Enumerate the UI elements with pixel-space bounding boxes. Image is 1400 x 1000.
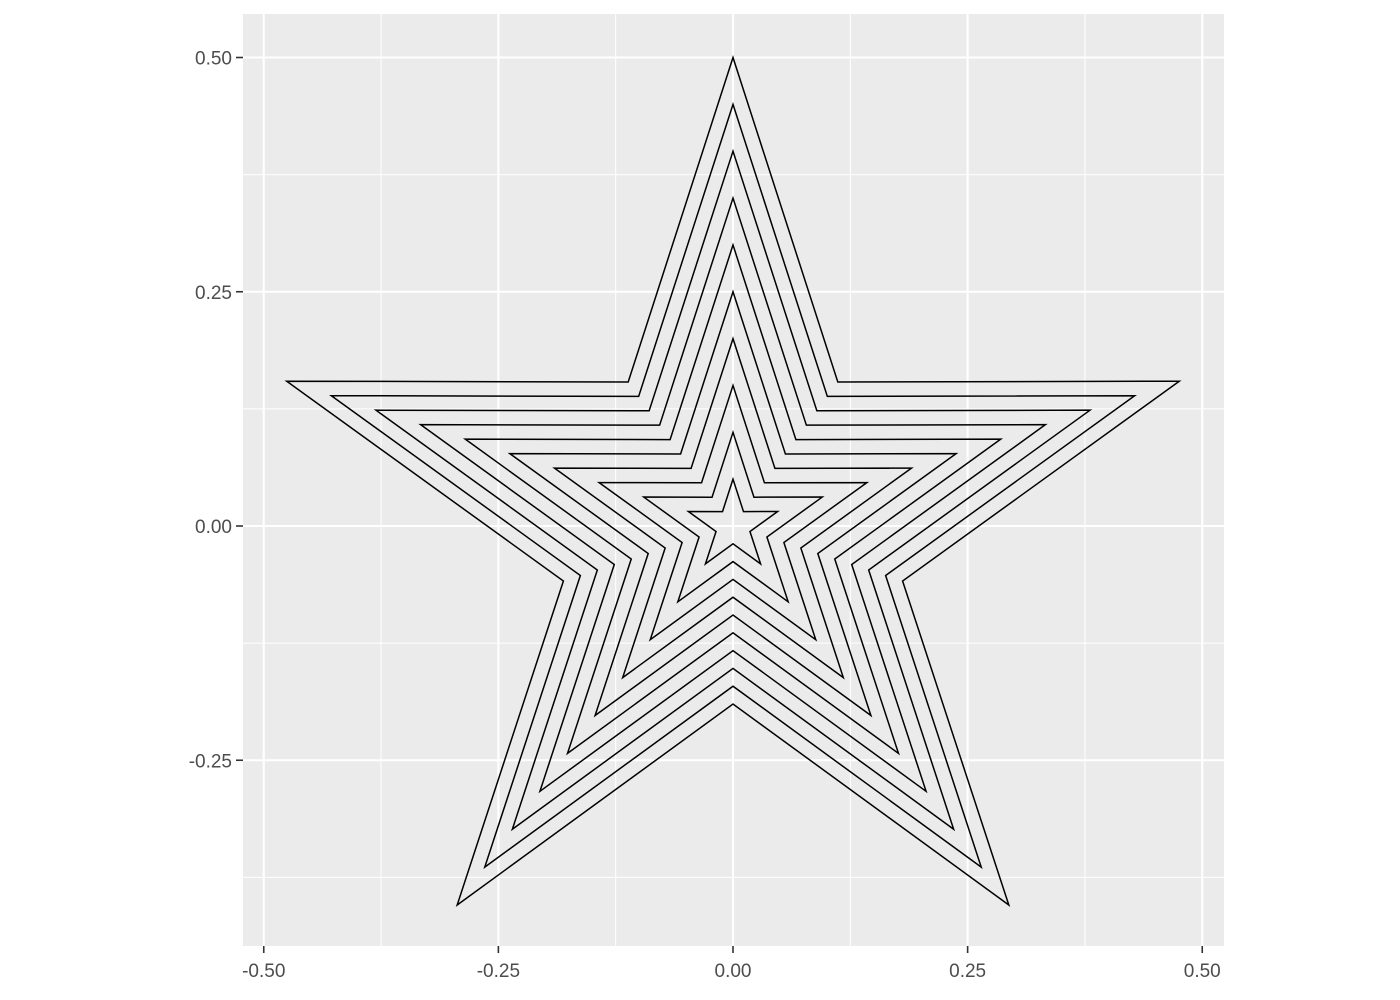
y-tick-label: 0.00 [195, 517, 232, 538]
star-outline-1 [284, 55, 1182, 907]
x-tick-label: 0.25 [949, 961, 986, 982]
x-tick-label: -0.25 [477, 961, 520, 982]
x-axis: -0.50 -0.25 0.00 0.25 0.50 [242, 946, 1221, 982]
star-outline-5 [462, 242, 1004, 756]
y-tick-label: 0.25 [195, 283, 232, 304]
star-outline-10 [686, 476, 780, 566]
star-outline-9 [641, 429, 825, 604]
star-outline-6 [507, 289, 959, 718]
x-tick-label: -0.50 [242, 961, 285, 982]
y-tick-label: 0.50 [195, 49, 232, 70]
y-tick-label: -0.25 [189, 751, 232, 772]
star-outline-4 [418, 195, 1048, 794]
x-tick-label: 0.00 [715, 961, 752, 982]
y-axis: -0.25 0.00 0.25 0.50 [189, 49, 243, 772]
star-outline-3 [373, 148, 1093, 832]
star-outline-8 [596, 383, 870, 642]
star-series [284, 55, 1182, 907]
x-tick-label: 0.50 [1184, 961, 1221, 982]
star-outline-2 [329, 101, 1137, 870]
star-outline-7 [552, 336, 914, 680]
